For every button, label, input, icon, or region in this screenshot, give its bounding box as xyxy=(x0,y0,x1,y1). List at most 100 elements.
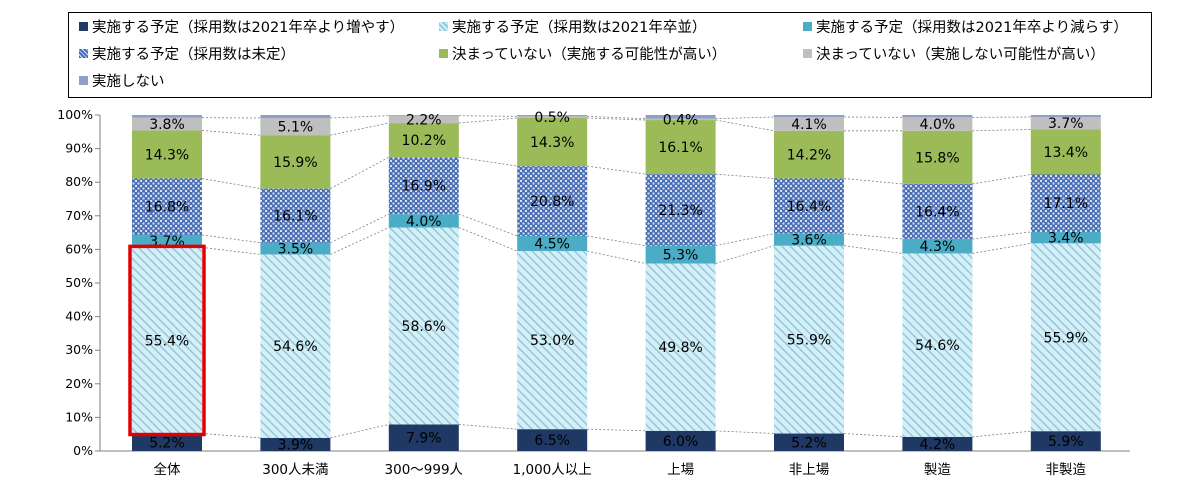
data-label: 14.3% xyxy=(530,135,574,151)
bar-segment xyxy=(1030,174,1101,232)
data-label: 3.7% xyxy=(1048,116,1084,132)
legend-item: 実施する予定（採用数は2021年卒並） xyxy=(439,16,706,37)
series-connector-line xyxy=(587,117,646,121)
y-tick-label: 100% xyxy=(57,107,93,122)
data-label: 13.4% xyxy=(1044,145,1088,161)
legend-label: 実施する予定（採用数は未定） xyxy=(92,47,295,63)
data-label: 0.4% xyxy=(663,112,699,128)
bar-segment xyxy=(132,130,202,179)
series-connector-line xyxy=(458,115,518,117)
data-label: 16.1% xyxy=(273,209,317,225)
data-label: 5.3% xyxy=(663,248,699,264)
series-connector-line xyxy=(330,213,389,244)
data-label: 3.8% xyxy=(149,117,185,133)
y-tick-label: 90% xyxy=(65,141,93,156)
data-label: 16.4% xyxy=(915,204,959,220)
data-label: 58.6% xyxy=(402,319,446,335)
bar-segment xyxy=(774,130,844,179)
bar-segment xyxy=(132,117,202,131)
bar-segment xyxy=(260,115,331,119)
bar-segment xyxy=(645,245,716,264)
data-label: 4.0% xyxy=(406,214,442,230)
data-label: 14.3% xyxy=(145,147,189,163)
data-label: 4.3% xyxy=(920,239,956,255)
bar-segment xyxy=(902,117,973,131)
bar-segment xyxy=(902,115,973,118)
bar-segment xyxy=(902,183,973,239)
legend-label: 実施する予定（採用数は2021年卒並） xyxy=(452,20,707,36)
chart-legend: 実施する予定（採用数は2021年卒より増やす） 実施する予定（採用数は2021年卒… xyxy=(68,12,1152,98)
bar-segment xyxy=(260,254,331,438)
series-connector-line xyxy=(458,213,518,237)
data-label: 7.9% xyxy=(406,431,442,447)
bar-segment xyxy=(132,178,202,235)
bar-segment xyxy=(1030,231,1101,244)
data-label: 4.1% xyxy=(791,117,827,133)
data-label: 4.5% xyxy=(534,237,570,253)
series-connector-line xyxy=(587,250,646,264)
series-connector-line xyxy=(972,430,1031,438)
data-label: 55.4% xyxy=(145,333,189,349)
legend-item: 決まっていない（実施する可能性が高い） xyxy=(439,43,726,64)
data-label: 21.3% xyxy=(658,203,702,219)
series-connector-line xyxy=(843,178,903,185)
legend-swatch xyxy=(439,22,448,31)
bar-segment xyxy=(517,166,588,236)
data-label: 54.6% xyxy=(915,338,959,354)
bar-segment xyxy=(388,115,459,124)
bar-segment xyxy=(645,174,716,246)
bar-segment xyxy=(902,253,973,437)
series-connector-line xyxy=(587,428,646,432)
data-label: 16.8% xyxy=(145,200,189,216)
legend-item: 実施しない xyxy=(79,70,165,91)
series-connector-line xyxy=(330,156,389,189)
bar-segment xyxy=(645,120,716,175)
legend-swatch xyxy=(439,49,448,58)
data-label: 16.1% xyxy=(658,140,702,156)
series-connector-line xyxy=(201,130,261,136)
legend-label: 決まっていない（実施する可能性が高い） xyxy=(452,47,727,63)
data-label: 20.8% xyxy=(530,194,574,210)
series-connector-line xyxy=(587,235,646,247)
bar-segment xyxy=(774,117,844,131)
data-label: 2.2% xyxy=(406,112,442,128)
x-category-label: 全体 xyxy=(154,461,181,478)
series-connector-line xyxy=(843,433,903,438)
bar-segment xyxy=(1030,431,1101,451)
data-label: 15.9% xyxy=(273,155,317,171)
data-label: 4.0% xyxy=(920,117,956,133)
series-connector-line xyxy=(201,178,261,189)
legend-label: 実施する予定（採用数は2021年卒より増やす） xyxy=(92,20,405,36)
bar-segment xyxy=(774,178,844,234)
bar-segment xyxy=(132,247,202,434)
data-label: 6.5% xyxy=(534,433,570,449)
series-connector-line xyxy=(972,242,1031,254)
series-connector-line xyxy=(330,424,389,439)
bar-segment xyxy=(260,188,331,243)
bar-segment xyxy=(902,130,973,184)
data-label: 54.6% xyxy=(273,339,317,355)
series-connector-line xyxy=(715,233,775,247)
bar-segment xyxy=(645,430,716,451)
bar-segment xyxy=(388,424,459,451)
bar-segment xyxy=(517,429,588,451)
y-tick-label: 30% xyxy=(65,342,93,357)
series-connector-line xyxy=(587,115,646,120)
series-connector-line xyxy=(201,246,261,255)
data-label: 4.2% xyxy=(920,437,956,453)
legend-swatch xyxy=(803,22,812,31)
y-tick-label: 0% xyxy=(73,443,93,458)
x-category-label: 非製造 xyxy=(1046,462,1087,478)
series-connector-line xyxy=(843,245,903,254)
x-category-label: 非上場 xyxy=(789,462,830,478)
legend-item: 決まっていない（実施しない可能性が高い） xyxy=(803,43,1105,64)
bar-segment xyxy=(1030,243,1101,432)
x-category-label: 上場 xyxy=(667,462,694,478)
series-connector-line xyxy=(715,119,775,132)
series-connector-line xyxy=(587,165,646,175)
series-connector-line xyxy=(201,234,261,244)
bar-segment xyxy=(902,238,973,254)
bar-segment xyxy=(517,251,588,430)
y-tick-label: 70% xyxy=(65,208,93,223)
